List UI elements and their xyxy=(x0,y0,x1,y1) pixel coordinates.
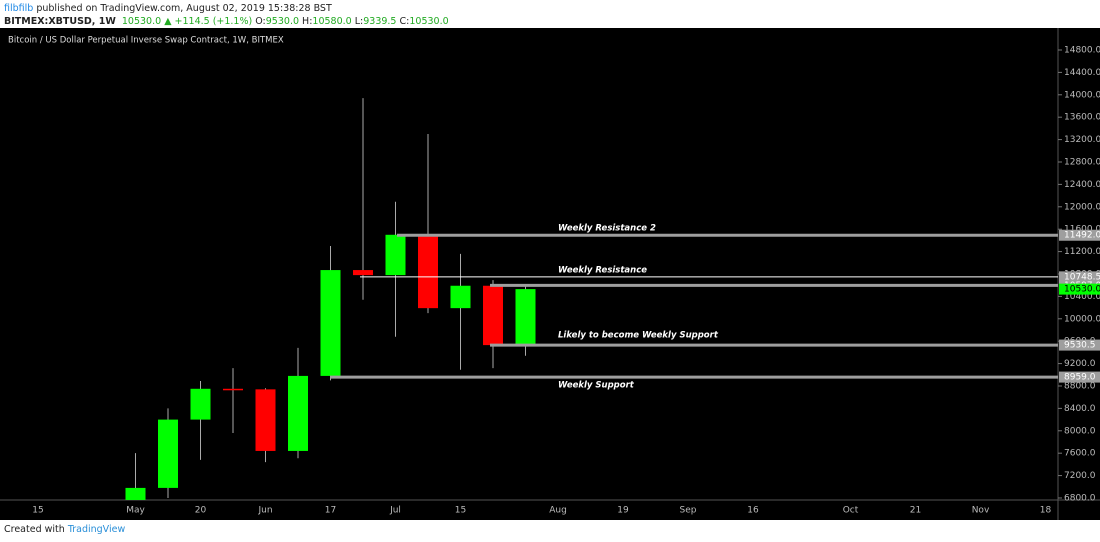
publish-line: filbfilb published on TradingView.com, A… xyxy=(4,2,449,15)
footer: Created with TradingView xyxy=(4,524,125,535)
candle-body xyxy=(450,285,471,309)
y-tick-label: 8800.0 xyxy=(1064,381,1096,391)
chart-title: Bitcoin / US Dollar Perpetual Inverse Sw… xyxy=(8,36,284,46)
y-tick-label: 11600.0 xyxy=(1064,225,1100,235)
candle-body xyxy=(385,234,406,276)
price-label: 10748.5 xyxy=(1064,272,1100,282)
x-tick-label: 15 xyxy=(455,506,466,516)
high-value: 10580.0 xyxy=(312,16,352,27)
candle-body xyxy=(223,388,243,391)
x-tick-label: Sep xyxy=(680,506,697,516)
level-text: Likely to become Weekly Support xyxy=(558,331,719,341)
y-tick-label: 12400.0 xyxy=(1064,180,1100,190)
price-label-box xyxy=(1059,283,1100,295)
y-tick-label: 6800.0 xyxy=(1064,493,1096,503)
candle-body xyxy=(483,285,503,346)
price-label-box xyxy=(1059,339,1100,351)
symbol: BITMEX:XBTUSD, 1W xyxy=(4,16,116,27)
header: filbfilb published on TradingView.com, A… xyxy=(4,2,449,28)
candle-body xyxy=(125,487,146,500)
y-tick-label: 7600.0 xyxy=(1064,449,1096,459)
y-tick-label: 10400.0 xyxy=(1064,292,1100,302)
open-value: 9530.0 xyxy=(265,16,300,27)
x-tick-label: May xyxy=(126,506,145,516)
y-tick-label: 13200.0 xyxy=(1064,135,1100,145)
y-tick-label: 7200.0 xyxy=(1064,471,1096,481)
y-tick-label: 11200.0 xyxy=(1064,247,1100,257)
quote-line: BITMEX:XBTUSD, 1W 10530.0 ▲ +114.5 (+1.1… xyxy=(4,15,449,28)
y-tick-label: 14400.0 xyxy=(1064,68,1100,78)
created-with: Created with xyxy=(4,524,65,535)
y-tick-label: 14000.0 xyxy=(1064,90,1100,100)
open-label: O: xyxy=(255,16,266,27)
author[interactable]: filbfilb xyxy=(4,3,34,14)
candle-body xyxy=(255,389,276,451)
price-label-box xyxy=(1059,371,1100,383)
x-tick-label: 18 xyxy=(1040,506,1052,516)
x-tick-label: 15 xyxy=(32,506,43,516)
chart: Bitcoin / US Dollar Perpetual Inverse Sw… xyxy=(0,28,1100,520)
y-tick-label: 10000.0 xyxy=(1064,314,1100,324)
y-tick-label: 8400.0 xyxy=(1064,404,1096,414)
candle-body xyxy=(353,270,373,276)
publish-info: published on TradingView.com, August 02,… xyxy=(36,3,332,14)
x-tick-label: 21 xyxy=(910,506,921,516)
last-price: 10530.0 xyxy=(121,16,162,27)
level-text: Weekly Support xyxy=(558,381,635,391)
chart-background xyxy=(0,28,1100,520)
x-tick-label: Jun xyxy=(257,506,272,516)
x-tick-label: Aug xyxy=(549,506,567,516)
close-label: C: xyxy=(399,16,410,27)
candle-body xyxy=(515,289,536,346)
price-label-box xyxy=(1059,229,1100,241)
high-label: H: xyxy=(302,16,313,27)
y-tick-label: 9200.0 xyxy=(1064,359,1096,369)
level-text: Weekly Resistance xyxy=(558,265,647,275)
level-text: Weekly Resistance 2 xyxy=(558,224,656,234)
low-value: 9339.5 xyxy=(363,16,397,27)
brand[interactable]: TradingView xyxy=(67,524,126,535)
price-label: 10530.0 xyxy=(1064,285,1100,295)
change: ▲ +114.5 (+1.1%) xyxy=(164,16,253,27)
candle-body xyxy=(190,388,211,420)
x-tick-label: 20 xyxy=(195,506,207,516)
x-tick-label: Nov xyxy=(972,506,990,516)
x-tick-label: 17 xyxy=(325,506,336,516)
candle-body xyxy=(320,270,341,376)
y-tick-label: 14800.0 xyxy=(1064,45,1100,55)
y-tick-label: 8000.0 xyxy=(1064,426,1096,436)
x-tick-label: 16 xyxy=(747,506,759,516)
price-label: 11492.0 xyxy=(1064,231,1100,241)
candle-body xyxy=(158,419,178,488)
price-label: 8959.0 xyxy=(1064,373,1096,383)
candle-body xyxy=(288,375,308,451)
plot-area xyxy=(125,98,536,500)
x-tick-label: Jul xyxy=(389,506,401,516)
close-value: 10530.0 xyxy=(409,16,449,27)
price-label-box xyxy=(1059,271,1100,283)
low-label: L: xyxy=(354,16,364,27)
x-tick-label: 19 xyxy=(617,506,629,516)
x-tick-label: Oct xyxy=(843,506,859,516)
y-tick-label: 13600.0 xyxy=(1064,113,1100,123)
y-tick-label: 12000.0 xyxy=(1064,202,1100,212)
y-tick-label: 12800.0 xyxy=(1064,157,1100,167)
candle-body xyxy=(418,234,438,309)
price-label: 9530.5 xyxy=(1064,341,1096,351)
